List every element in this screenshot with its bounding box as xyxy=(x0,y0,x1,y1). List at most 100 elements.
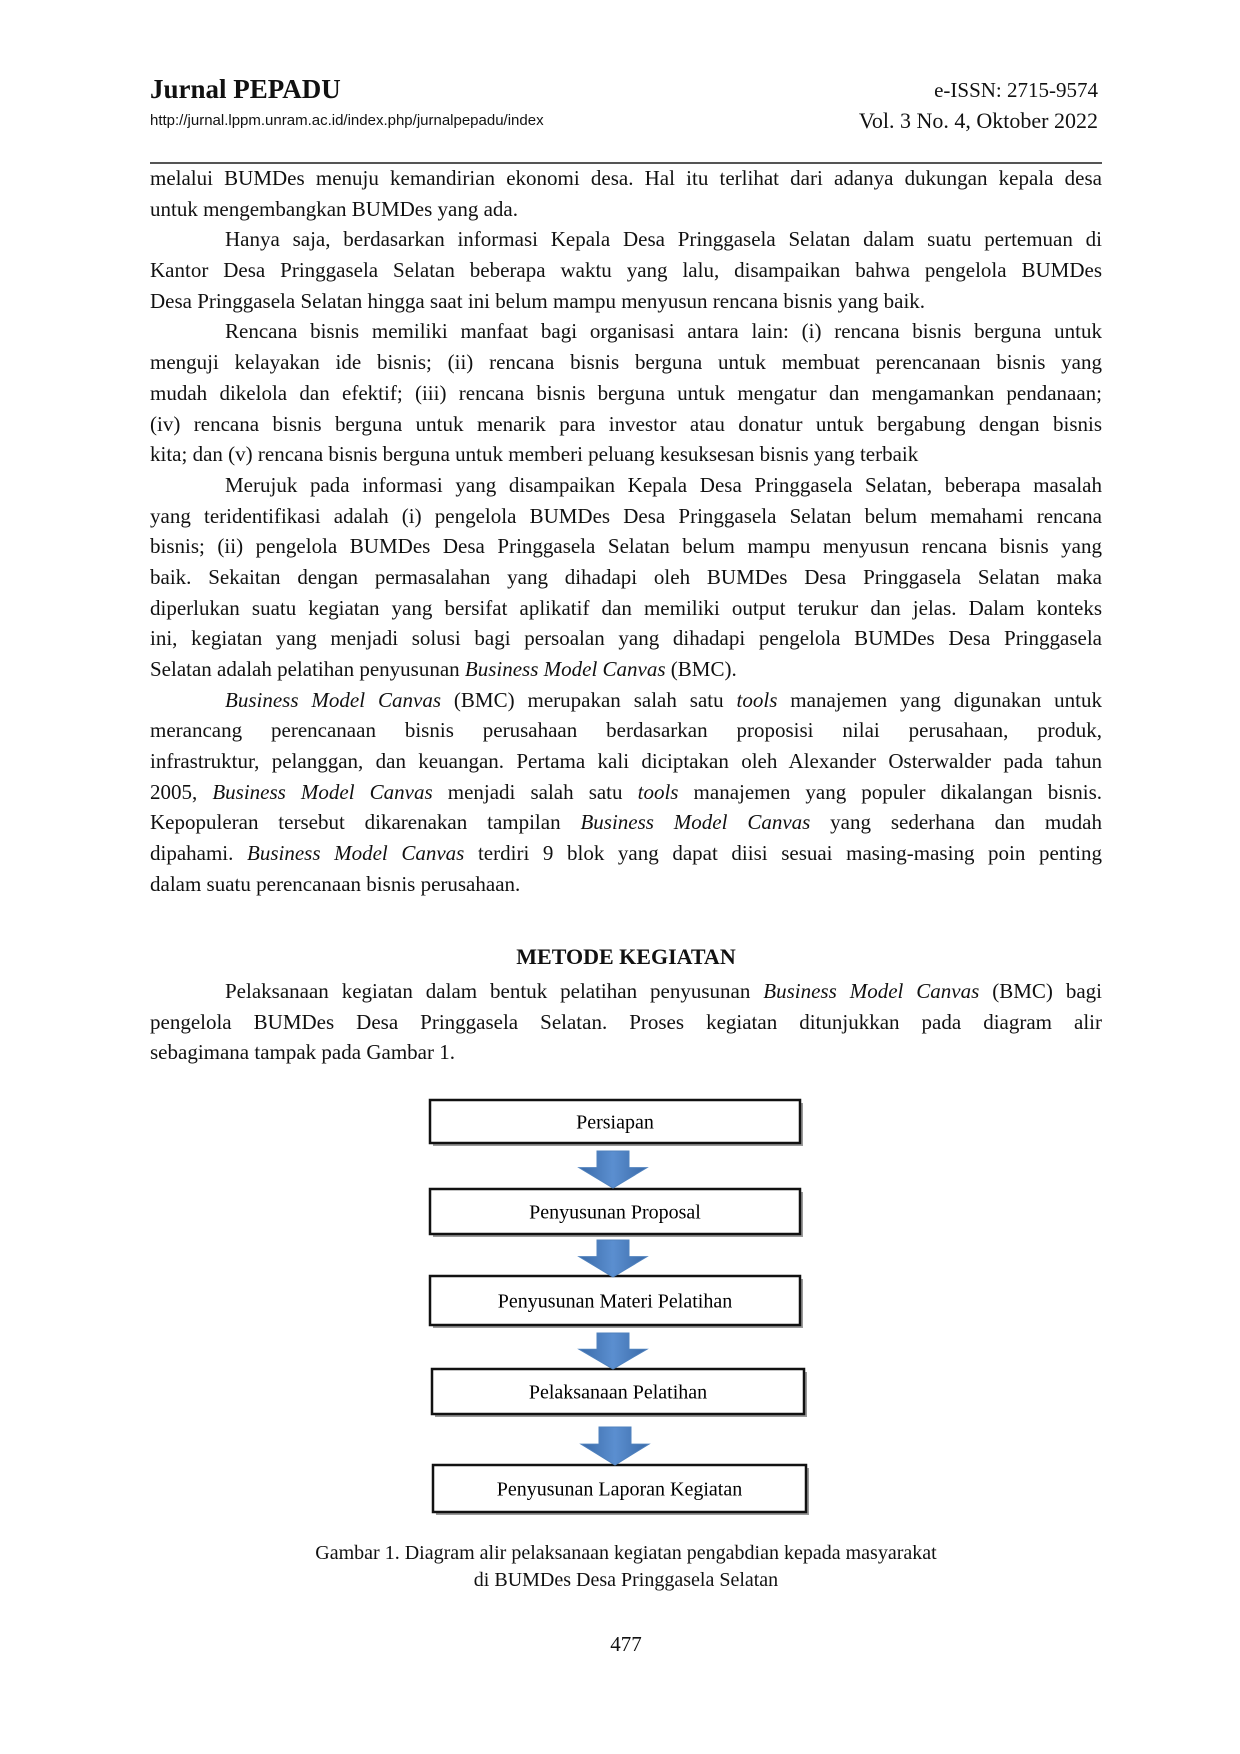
text-line: mudah dikelola dan efektif; (iii) rencan… xyxy=(150,378,1102,409)
step-label: Penyusunan Materi Pelatihan xyxy=(498,1291,732,1313)
text-line: Kantor Desa Pringgasela Selatan beberapa… xyxy=(150,255,1102,286)
text-line: dipahami. Business Model Canvas terdiri … xyxy=(150,838,1102,869)
text-span: Pelaksanaan kegiatan dalam bentuk pelati… xyxy=(225,979,764,1003)
text-span: menjadi salah satu xyxy=(432,779,638,804)
italic-term: Business Model Canvas xyxy=(464,657,666,681)
step-label: Penyusunan Laporan Kegiatan xyxy=(497,1479,742,1501)
text-span: Kantor Desa Pringgasela Selatan beberapa… xyxy=(150,258,1102,283)
text-line: Kepopuleran tersebut dikarenakan tampila… xyxy=(150,807,1102,838)
text-line: yang teridentifikasi adalah (i) pengelol… xyxy=(150,501,1102,532)
text-line: bisnis; (ii) pengelola BUMDes Desa Pring… xyxy=(150,531,1102,562)
text-line: melalui BUMDes menuju kemandirian ekonom… xyxy=(150,163,1102,194)
step-label: Pelaksanaan Pelatihan xyxy=(529,1382,707,1404)
text-span: melalui BUMDes menuju kemandirian ekonom… xyxy=(150,166,1102,190)
text-span: Rencana bisnis memiliki manfaat bagi org… xyxy=(225,319,1102,344)
text-line: Business Model Canvas (BMC) merupakan sa… xyxy=(150,685,1102,716)
text-line: Hanya saja, berdasarkan informasi Kepala… xyxy=(150,224,1102,255)
text-line: Rencana bisnis memiliki manfaat bagi org… xyxy=(150,316,1102,347)
italic-term: Business Model Canvas xyxy=(225,687,441,712)
section-heading: METODE KEGIATAN xyxy=(516,944,736,969)
down-arrow-icon xyxy=(577,1150,649,1189)
down-arrow-icon xyxy=(579,1426,651,1466)
text-line: Desa Pringgasela Selatan hingga saat ini… xyxy=(150,286,1102,317)
down-arrow-icon xyxy=(577,1239,649,1278)
text-span: yang teridentifikasi adalah (i) pengelol… xyxy=(150,503,1102,528)
text-line: untuk mengembangkan BUMDes yang ada. xyxy=(150,194,1102,225)
step-box xyxy=(431,1463,808,1514)
text-span: sebagimana tampak pada Gambar 1. xyxy=(150,1040,455,1065)
volume-info: Vol. 3 No. 4, Oktober 2022 xyxy=(858,108,1098,133)
italic-term: Business Model Canvas xyxy=(580,810,811,835)
text-line: kita; dan (v) rencana bisnis berguna unt… xyxy=(150,439,1102,470)
text-span: manajemen yang digunakan untuk xyxy=(777,687,1102,712)
italic-term: tools xyxy=(736,687,778,712)
text-span: baik. Sekaitan dengan permasalahan yang … xyxy=(150,564,1102,589)
body-text: melalui BUMDes menuju kemandirian ekonom… xyxy=(150,163,1102,900)
text-span: mudah dikelola dan efektif; (iii) rencan… xyxy=(150,380,1102,405)
text-span: Desa Pringgasela Selatan hingga saat ini… xyxy=(150,288,926,313)
text-span: dalam suatu perencanaan bisnis perusahaa… xyxy=(150,871,521,896)
step-box xyxy=(428,1098,802,1145)
journal-title: Jurnal PEPADU xyxy=(150,74,341,104)
text-line: ini, kegiatan yang menjadi solusi bagi p… xyxy=(150,623,1102,654)
italic-term: Business Model Canvas xyxy=(763,979,980,1003)
text-span: (iv) rencana bisnis berguna untuk menari… xyxy=(150,411,1102,436)
text-span: pengelola BUMDes Desa Pringgasela Selata… xyxy=(150,1009,1102,1034)
text-line: (iv) rencana bisnis berguna untuk menari… xyxy=(150,409,1102,440)
text-span: diperlukan suatu kegiatan yang bersifat … xyxy=(150,595,1102,620)
text-line: merancang perencanaan bisnis perusahaan … xyxy=(150,715,1102,746)
text-line: menguji kelayakan ide bisnis; (ii) renca… xyxy=(150,347,1102,378)
caption-line-1: Gambar 1. Diagram alir pelaksanaan kegia… xyxy=(315,1542,937,1564)
text-line: diperlukan suatu kegiatan yang bersifat … xyxy=(150,593,1102,624)
step-box xyxy=(428,1187,802,1236)
text-span: menguji kelayakan ide bisnis; (ii) renca… xyxy=(150,350,1102,375)
text-span: Merujuk pada informasi yang disampaikan … xyxy=(225,472,1102,497)
flow-step: Penyusunan Proposal xyxy=(428,1187,803,1237)
down-arrow-icon xyxy=(577,1332,649,1370)
text-line: baik. Sekaitan dengan permasalahan yang … xyxy=(150,562,1102,593)
text-line: Merujuk pada informasi yang disampaikan … xyxy=(150,470,1102,501)
caption-line-2: di BUMDes Desa Pringgasela Selatan xyxy=(473,1569,779,1591)
text-line: Selatan adalah pelatihan penyusunan Busi… xyxy=(150,654,1102,685)
text-line: Pelaksanaan kegiatan dalam bentuk pelati… xyxy=(150,976,1102,1007)
text-line: 2005, Business Model Canvas menjadi sala… xyxy=(150,777,1102,808)
text-line: dalam suatu perencanaan bisnis perusahaa… xyxy=(150,869,1102,900)
text-span: terdiri 9 blok yang dapat diisi sesuai m… xyxy=(464,841,1102,866)
issn: e-ISSN: 2715-9574 xyxy=(934,78,1098,102)
journal-url[interactable]: http://jurnal.lppm.unram.ac.id/index.php… xyxy=(150,112,544,129)
italic-term: Business Model Canvas xyxy=(247,841,465,866)
text-span: merancang perencanaan bisnis perusahaan … xyxy=(150,718,1102,743)
italic-term: tools xyxy=(637,779,679,804)
text-line: infrastruktur, pelanggan, dan keuangan. … xyxy=(150,746,1102,777)
step-label: Persiapan xyxy=(576,1112,654,1134)
text-span: (BMC) merupakan salah satu xyxy=(441,687,737,712)
text-span: (BMC) bagi xyxy=(979,979,1103,1003)
header-rule xyxy=(150,162,1102,164)
flow-step: Penyusunan Materi Pelatihan xyxy=(428,1274,803,1328)
flow-step: Persiapan xyxy=(428,1098,803,1146)
text-span: Hanya saja, berdasarkan informasi Kepala… xyxy=(225,227,1102,252)
text-span: (BMC). xyxy=(665,657,737,681)
text-span: manajemen yang populer dikalangan bisnis… xyxy=(678,779,1103,804)
text-span: Kepopuleran tersebut dikarenakan tampila… xyxy=(150,810,581,835)
text-span: untuk mengembangkan BUMDes yang ada. xyxy=(150,196,519,221)
text-line: sebagimana tampak pada Gambar 1. xyxy=(150,1037,1102,1068)
flow-step: Penyusunan Laporan Kegiatan xyxy=(431,1463,809,1515)
text-span: yang sederhana dan mudah xyxy=(810,810,1102,835)
text-span: infrastruktur, pelanggan, dan keuangan. … xyxy=(150,749,1102,774)
text-span: dipahami. xyxy=(150,841,247,866)
figure-caption: Gambar 1. Diagram alir pelaksanaan kegia… xyxy=(150,1540,1102,1594)
text-span: bisnis; (ii) pengelola BUMDes Desa Pring… xyxy=(150,534,1102,559)
text-span: ini, kegiatan yang menjadi solusi bagi p… xyxy=(150,626,1102,651)
text-span: Selatan adalah pelatihan penyusunan xyxy=(150,657,465,681)
italic-term: Business Model Canvas xyxy=(212,779,433,804)
text-line: pengelola BUMDes Desa Pringgasela Selata… xyxy=(150,1007,1102,1038)
text-span: 2005, xyxy=(150,779,213,804)
flow-step: Pelaksanaan Pelatihan xyxy=(430,1367,807,1417)
step-label: Penyusunan Proposal xyxy=(529,1202,701,1224)
page-number: 477 xyxy=(610,1632,642,1656)
method-text: Pelaksanaan kegiatan dalam bentuk pelati… xyxy=(150,976,1102,1068)
step-box xyxy=(430,1367,806,1416)
text-span: kita; dan (v) rencana bisnis berguna unt… xyxy=(150,442,919,467)
